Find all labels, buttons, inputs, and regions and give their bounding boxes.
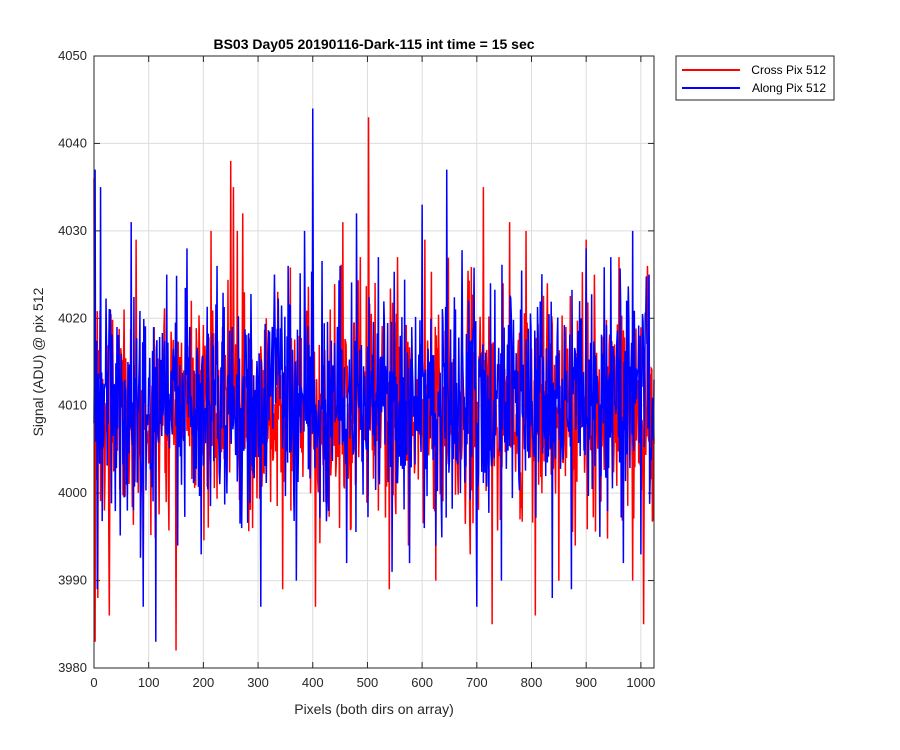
x-tick-label: 100 <box>138 675 160 690</box>
tick-labels: 0 100 200 300 400 500 600 700 800 900 1000 3980 3990… <box>58 48 655 690</box>
x-tick-label: 500 <box>357 675 379 690</box>
x-tick-label: 900 <box>575 675 597 690</box>
x-tick-label: 700 <box>466 675 488 690</box>
y-tick-label: 4020 <box>58 310 87 325</box>
y-tick-label: 4040 <box>58 135 87 150</box>
plot-frame <box>93 55 655 669</box>
series-layer <box>93 108 655 651</box>
legend: Cross Pix 512 Along Pix 512 <box>675 55 835 101</box>
y-axis-label: Signal (ADU) @ pix 512 <box>30 287 46 436</box>
x-tick-label: 400 <box>302 675 324 690</box>
ticks <box>93 55 654 669</box>
y-tick-label: 3980 <box>58 660 87 675</box>
y-tick-label: 4050 <box>58 48 87 63</box>
x-tick-label: 0 <box>90 675 97 690</box>
legend-label-cross-pix: Cross Pix 512 <box>751 63 826 77</box>
x-tick-label: 300 <box>247 675 269 690</box>
chart-title: BS03 Day05 20190116-Dark-115 int time = … <box>213 36 534 52</box>
y-tick-label: 3990 <box>58 573 87 588</box>
series-line-along-pix-512 <box>93 108 655 642</box>
y-tick-label: 4030 <box>58 223 87 238</box>
x-tick-label: 800 <box>521 675 543 690</box>
y-tick-label: 4000 <box>58 485 87 500</box>
legend-label-along-pix: Along Pix 512 <box>752 81 826 95</box>
legend-box <box>675 55 835 101</box>
x-tick-label: 1000 <box>626 675 655 690</box>
x-tick-label: 600 <box>411 675 433 690</box>
y-tick-label: 4010 <box>58 398 87 413</box>
x-tick-label: 200 <box>193 675 215 690</box>
x-axis-label: Pixels (both dirs on array) <box>294 701 454 717</box>
